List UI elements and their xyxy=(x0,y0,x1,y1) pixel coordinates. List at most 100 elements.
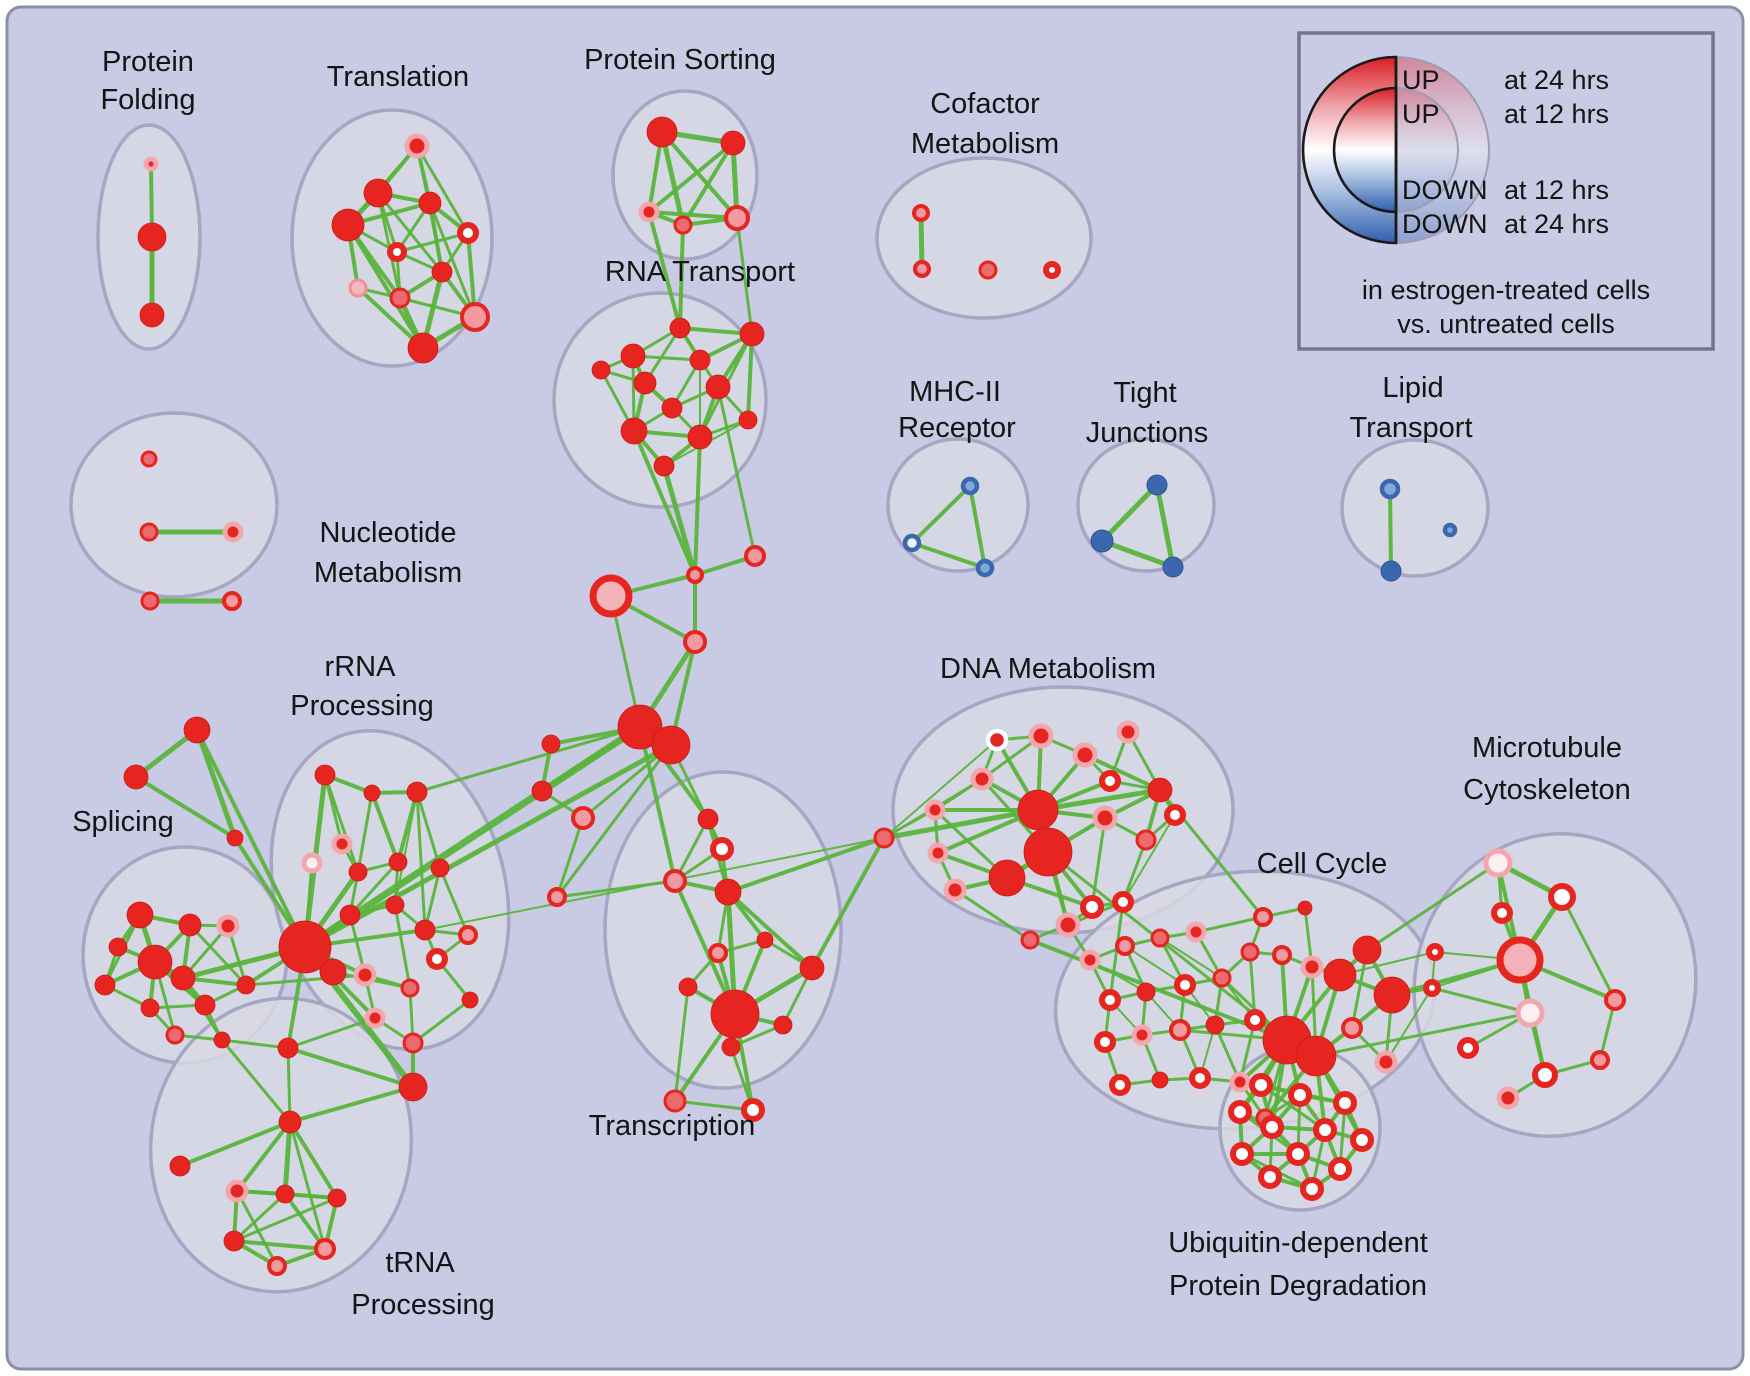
network-node-rr[interactable] xyxy=(426,948,448,970)
network-node-cc[interactable] xyxy=(1136,982,1156,1002)
network-node-rt[interactable] xyxy=(620,343,646,369)
network-node-rr[interactable] xyxy=(364,1007,386,1029)
network-node-cc[interactable] xyxy=(1229,1071,1251,1093)
network-node-nu[interactable] xyxy=(140,450,158,468)
network-node-cc[interactable] xyxy=(1189,1067,1211,1089)
network-node-cc[interactable] xyxy=(1205,1015,1225,1035)
network-node-tc[interactable] xyxy=(697,808,719,830)
network-node-lp[interactable] xyxy=(1442,522,1458,538)
network-node-tc[interactable] xyxy=(773,1015,793,1035)
network-node-tc[interactable] xyxy=(756,931,774,949)
network-node-rr[interactable] xyxy=(339,904,361,926)
network-node-cc[interactable] xyxy=(1240,942,1260,962)
network-node-cc[interactable] xyxy=(1115,936,1135,956)
network-node-dn[interactable] xyxy=(1092,805,1118,831)
network-node-sp[interactable] xyxy=(140,998,160,1018)
network-node-ch[interactable] xyxy=(683,630,707,654)
network-node-tr[interactable] xyxy=(407,332,439,364)
network-node-dn[interactable] xyxy=(1164,804,1186,826)
network-node-rr[interactable] xyxy=(398,1072,428,1102)
network-node-rr[interactable] xyxy=(331,833,353,855)
network-node-sp[interactable] xyxy=(126,901,154,929)
network-node-tn[interactable] xyxy=(225,1179,249,1203)
network-node-cc[interactable] xyxy=(1352,935,1382,965)
network-node-sp[interactable] xyxy=(213,1031,231,1049)
network-node-pf[interactable] xyxy=(137,222,167,252)
network-node-cc[interactable] xyxy=(1373,976,1411,1014)
network-node-ub[interactable] xyxy=(1300,1177,1324,1201)
network-node-ub[interactable] xyxy=(1350,1128,1374,1152)
network-node-cc[interactable] xyxy=(1151,1071,1169,1089)
network-node-cf[interactable] xyxy=(1043,261,1061,279)
network-node-tn[interactable] xyxy=(278,1110,302,1134)
network-node-dn[interactable] xyxy=(1099,770,1121,792)
network-node-tc[interactable] xyxy=(799,955,825,981)
network-node-tr[interactable] xyxy=(389,287,411,309)
network-node-dn[interactable] xyxy=(1023,827,1073,877)
network-node-nu[interactable] xyxy=(140,591,160,611)
network-node-rr[interactable] xyxy=(278,920,332,974)
network-node-sp[interactable] xyxy=(123,764,149,790)
network-node-dn[interactable] xyxy=(1017,789,1059,831)
network-node-tr[interactable] xyxy=(418,191,442,215)
network-node-tr[interactable] xyxy=(387,242,407,262)
network-node-rt[interactable] xyxy=(669,317,691,339)
network-node-tj[interactable] xyxy=(1146,474,1168,496)
network-node-rt[interactable] xyxy=(705,374,731,400)
network-node-tc[interactable] xyxy=(708,943,728,963)
network-node-sp[interactable] xyxy=(226,829,244,847)
network-node-tr[interactable] xyxy=(331,208,365,242)
network-node-rr[interactable] xyxy=(277,1037,299,1059)
network-node-ub[interactable] xyxy=(1328,1157,1352,1181)
network-node-rt[interactable] xyxy=(689,349,711,371)
network-node-ub[interactable] xyxy=(1286,1142,1310,1166)
network-node-mt[interactable] xyxy=(1515,998,1545,1028)
network-node-dn[interactable] xyxy=(985,728,1009,752)
network-node-dn[interactable] xyxy=(924,799,946,821)
network-node-ub[interactable] xyxy=(1260,1115,1284,1139)
network-node-pf[interactable] xyxy=(139,302,165,328)
network-node-dn[interactable] xyxy=(1020,930,1040,950)
network-node-tn[interactable] xyxy=(267,1256,287,1276)
network-node-tn[interactable] xyxy=(327,1188,347,1208)
network-node-tc[interactable] xyxy=(741,1098,765,1122)
network-node-rt[interactable] xyxy=(738,410,758,430)
network-node-ub[interactable] xyxy=(1333,1091,1357,1115)
network-node-rt[interactable] xyxy=(661,397,683,419)
network-node-cc[interactable] xyxy=(1131,1024,1153,1046)
network-node-tr[interactable] xyxy=(460,302,490,332)
network-node-tr[interactable] xyxy=(404,133,430,159)
network-node-sp[interactable] xyxy=(183,716,211,744)
network-node-rr[interactable] xyxy=(388,852,408,872)
network-node-ch[interactable] xyxy=(541,734,561,754)
network-node-rr[interactable] xyxy=(400,978,420,998)
network-node-dn[interactable] xyxy=(1080,895,1104,919)
network-node-mt[interactable] xyxy=(1532,1062,1558,1088)
network-node-cc[interactable] xyxy=(1300,955,1324,979)
network-node-sp[interactable] xyxy=(194,994,216,1016)
network-node-rr[interactable] xyxy=(430,858,450,878)
network-node-tc[interactable] xyxy=(714,878,742,906)
network-node-mt[interactable] xyxy=(1590,1050,1610,1070)
network-node-ub[interactable] xyxy=(1249,1073,1273,1097)
network-node-cc[interactable] xyxy=(1212,968,1232,988)
network-node-dn[interactable] xyxy=(988,859,1026,897)
network-node-mt[interactable] xyxy=(1548,883,1576,911)
network-node-dn[interactable] xyxy=(1055,912,1081,938)
network-node-tc[interactable] xyxy=(678,977,698,997)
network-node-cc[interactable] xyxy=(1094,1031,1116,1053)
network-node-cc[interactable] xyxy=(1109,1074,1131,1096)
network-node-cc[interactable] xyxy=(1079,949,1101,971)
network-node-ps[interactable] xyxy=(724,205,750,231)
network-node-cc[interactable] xyxy=(1295,1035,1337,1077)
network-node-tn[interactable] xyxy=(223,1230,245,1252)
network-node-cc[interactable] xyxy=(1174,974,1196,996)
network-node-cc[interactable] xyxy=(1374,1050,1398,1074)
network-node-sp[interactable] xyxy=(137,944,173,980)
network-node-ch[interactable] xyxy=(589,574,633,618)
network-node-rt[interactable] xyxy=(633,371,657,395)
network-node-nu[interactable] xyxy=(139,522,159,542)
network-node-rr[interactable] xyxy=(402,1032,424,1054)
network-node-mt[interactable] xyxy=(1496,936,1544,984)
network-node-cc[interactable] xyxy=(1185,921,1207,943)
